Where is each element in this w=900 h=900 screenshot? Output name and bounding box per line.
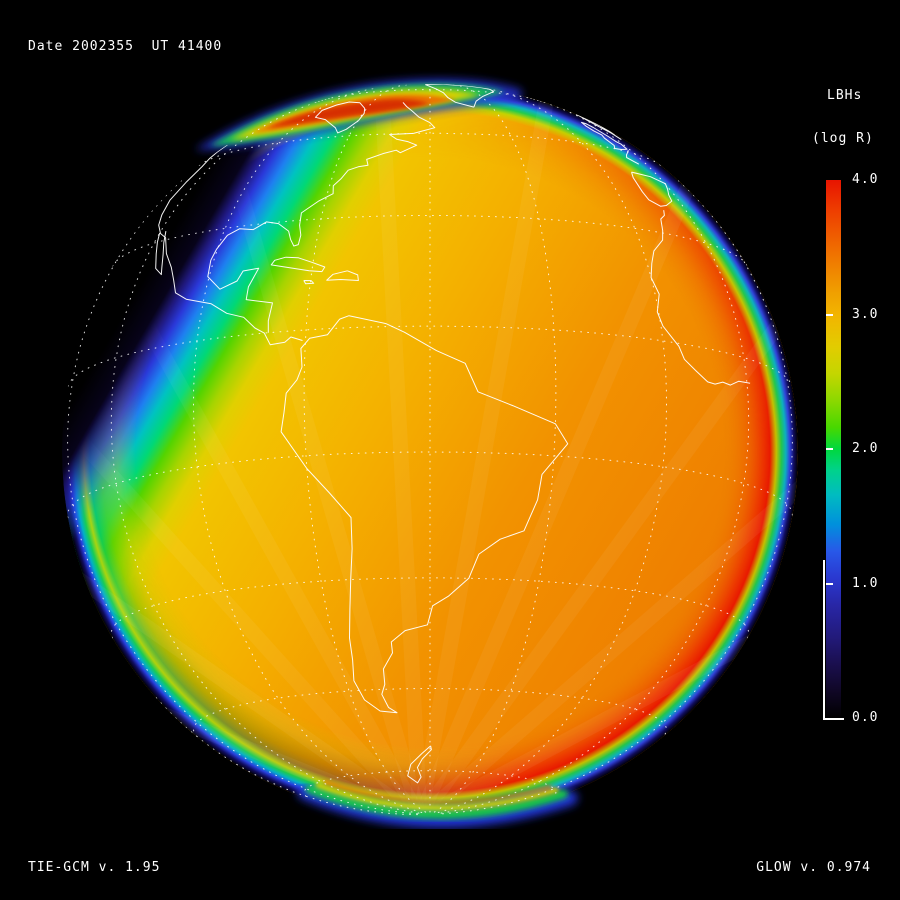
graticule-longitude-line — [440, 97, 750, 814]
graticule-latitude-line — [192, 687, 668, 738]
model-version-right: GLOW v. 0.974 — [756, 860, 871, 875]
colorbar-tick-label: 4.0 — [852, 172, 879, 187]
coastline-antarctic-peninsula — [407, 745, 432, 784]
northern-auroral-oval — [195, 79, 522, 150]
coastline-africa-west — [650, 210, 751, 386]
coastline-cuba — [270, 256, 326, 273]
model-grid-stripes — [62, 84, 798, 820]
grid-stripe — [413, 174, 798, 820]
colorbar-units: (log R) — [812, 131, 874, 146]
grid-stripe — [62, 515, 423, 820]
coastline-hudson-bay — [314, 101, 366, 134]
coastline-scandinavia — [575, 113, 622, 141]
colorbar-tick-mark — [826, 582, 833, 585]
grid-stripe — [62, 225, 426, 820]
graticule-latitude-line — [303, 770, 557, 797]
graticule-latitude-line — [317, 89, 543, 102]
colorbar-axis-left — [823, 560, 825, 720]
colorbar-axis-bottom — [823, 718, 844, 720]
coastline-france — [626, 149, 640, 165]
colorbar-tick-label: 2.0 — [852, 441, 879, 456]
grid-stripe — [413, 87, 736, 820]
colorbar-tick-label: 3.0 — [852, 306, 879, 322]
colorbar-tick-label: 0.0 — [852, 710, 879, 725]
colorbar-tick-mark — [826, 313, 833, 316]
graticule-longitude-line — [153, 695, 418, 816]
coastline-british-isles — [581, 121, 628, 150]
model-version-left: TIE-GCM v. 1.95 — [28, 860, 161, 875]
date-ut-label: Date 2002355 UT 41400 — [28, 39, 223, 54]
coastline-north-america-west — [158, 144, 303, 346]
colorbar-tick-mark — [826, 448, 833, 450]
emission-disk — [62, 84, 798, 820]
grid-stripe — [62, 358, 425, 820]
coastline-iberia — [631, 171, 673, 207]
graticule-longitude-line — [110, 97, 420, 814]
coastline-hispaniola — [326, 270, 359, 281]
limb-edge-fade — [62, 84, 798, 820]
graticule — [67, 84, 793, 816]
graticule-latitude-line — [198, 132, 662, 166]
coastline-north-america-east — [207, 102, 436, 333]
grid-stripe — [195, 84, 428, 820]
graticule-latitude-line — [67, 325, 793, 387]
grid-stripe — [371, 84, 428, 819]
coastline-baja-california — [155, 231, 167, 276]
coastline-south-america — [280, 315, 569, 714]
colorbar-tick-label: 1.0 — [852, 575, 879, 591]
graticule-latitude-line — [110, 577, 750, 639]
coastline-jamaica — [303, 280, 315, 285]
grid-stripe — [415, 294, 798, 820]
coastlines — [155, 84, 751, 784]
colorbar-title: LBHs — [827, 88, 863, 103]
southern-auroral-arc — [297, 780, 578, 828]
